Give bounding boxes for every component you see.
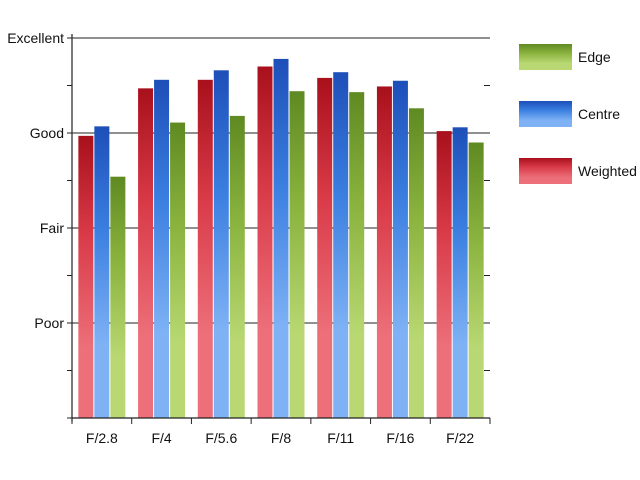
y-tick-label: Excellent <box>7 30 64 46</box>
legend-swatch-centre <box>519 101 572 127</box>
y-tick-label: Poor <box>34 315 64 331</box>
bar-centre-F16 <box>392 80 408 418</box>
bar-edge-F28 <box>110 176 126 418</box>
legend-label-edge: Edge <box>578 49 611 65</box>
bar-weighted-F56 <box>197 79 213 419</box>
bar-centre-F8 <box>273 58 289 419</box>
bar-centre-F4 <box>154 79 170 419</box>
bar-edge-F56 <box>229 115 245 419</box>
y-tick-label: Fair <box>40 220 64 236</box>
bar-edge-F22 <box>468 142 484 418</box>
bar-centre-F22 <box>452 127 468 419</box>
bars-layer <box>78 58 484 419</box>
bar-centre-F28 <box>94 126 110 418</box>
bar-edge-F11 <box>349 92 365 419</box>
bar-weighted-F22 <box>436 131 452 418</box>
x-tick-label: F/8 <box>271 430 291 446</box>
y-tick-label: Good <box>30 125 64 141</box>
x-tick-label: F/2.8 <box>86 430 118 446</box>
bar-weighted-F8 <box>257 66 273 418</box>
legend-swatch-edge <box>519 44 572 70</box>
bar-weighted-F16 <box>376 86 392 418</box>
x-tick-label: F/22 <box>446 430 474 446</box>
legend: Edge Centre Weighted <box>519 44 637 184</box>
x-tick-label: F/5.6 <box>205 430 237 446</box>
x-tick-label: F/4 <box>151 430 171 446</box>
bar-weighted-F4 <box>138 88 154 418</box>
bar-centre-F11 <box>333 72 349 418</box>
legend-swatch-weighted <box>519 158 572 184</box>
x-tick-label: F/16 <box>386 430 414 446</box>
bar-centre-F56 <box>213 70 229 419</box>
x-tick-label: F/11 <box>327 430 354 446</box>
axes-layer: Poor Fair Good Excellent F/2.8 F/4 F/5.6 F/8 F/1… <box>7 30 491 446</box>
bar-weighted-F11 <box>317 77 333 419</box>
bar-edge-F8 <box>289 91 305 418</box>
legend-label-weighted: Weighted <box>578 163 637 179</box>
bar-edge-F4 <box>170 122 186 419</box>
legend-label-centre: Centre <box>578 106 620 122</box>
bar-edge-F16 <box>408 108 424 419</box>
bar-weighted-F28 <box>78 135 94 418</box>
